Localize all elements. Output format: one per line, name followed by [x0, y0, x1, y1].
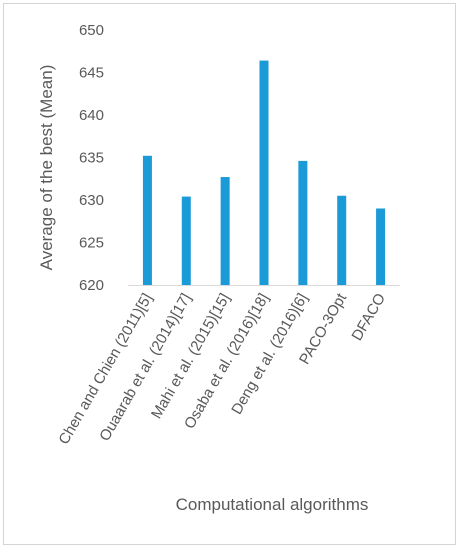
bar: [376, 208, 386, 285]
y-tick-label: 635: [79, 150, 104, 167]
x-axis-ticks: Chen and Chien (2011)[5]Ouaarab et al. (…: [55, 290, 389, 448]
y-tick-label: 650: [79, 22, 104, 39]
y-axis-ticks: 620 625 630 635 640 645 650: [79, 22, 104, 294]
x-tick-label: DFACO: [348, 291, 389, 344]
y-tick-label: 645: [79, 65, 104, 82]
y-tick-label: 625: [79, 235, 104, 252]
y-tick-label: 630: [79, 192, 104, 209]
bar: [220, 177, 230, 285]
bar: [337, 195, 347, 285]
bars: [142, 60, 386, 285]
y-tick-label: 620: [79, 277, 104, 294]
bar: [181, 196, 191, 285]
x-axis-title: Computational algorithms: [176, 495, 369, 514]
y-axis-title: Average of the best (Mean): [37, 65, 56, 271]
y-tick-label: 640: [79, 107, 104, 124]
bar: [298, 160, 308, 285]
bar: [142, 155, 152, 285]
bar: [259, 60, 269, 285]
